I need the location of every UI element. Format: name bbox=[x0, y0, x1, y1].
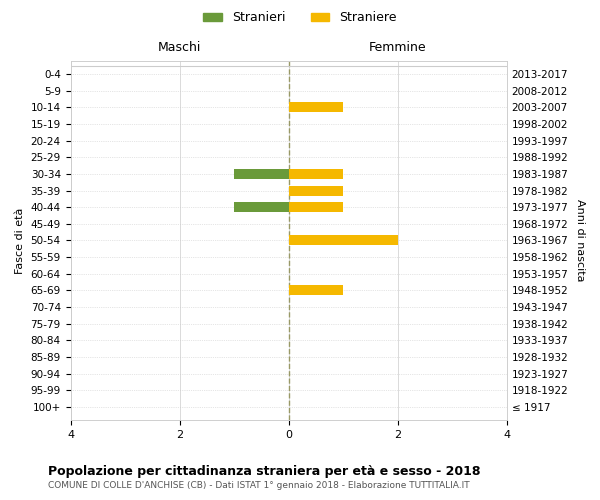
Text: Femmine: Femmine bbox=[369, 40, 427, 54]
Bar bbox=[234, 169, 289, 179]
Y-axis label: Anni di nascita: Anni di nascita bbox=[575, 199, 585, 281]
Bar bbox=[234, 202, 289, 212]
Bar bbox=[289, 169, 343, 179]
Bar bbox=[289, 286, 343, 296]
Bar bbox=[289, 186, 343, 196]
Bar bbox=[289, 202, 343, 212]
Text: COMUNE DI COLLE D'ANCHISE (CB) - Dati ISTAT 1° gennaio 2018 - Elaborazione TUTTI: COMUNE DI COLLE D'ANCHISE (CB) - Dati IS… bbox=[48, 481, 470, 490]
Bar bbox=[289, 236, 398, 246]
Text: Popolazione per cittadinanza straniera per età e sesso - 2018: Popolazione per cittadinanza straniera p… bbox=[48, 465, 481, 478]
Text: Maschi: Maschi bbox=[158, 40, 201, 54]
Y-axis label: Fasce di età: Fasce di età bbox=[15, 208, 25, 274]
Legend: Stranieri, Straniere: Stranieri, Straniere bbox=[198, 6, 402, 29]
Bar bbox=[289, 102, 343, 113]
